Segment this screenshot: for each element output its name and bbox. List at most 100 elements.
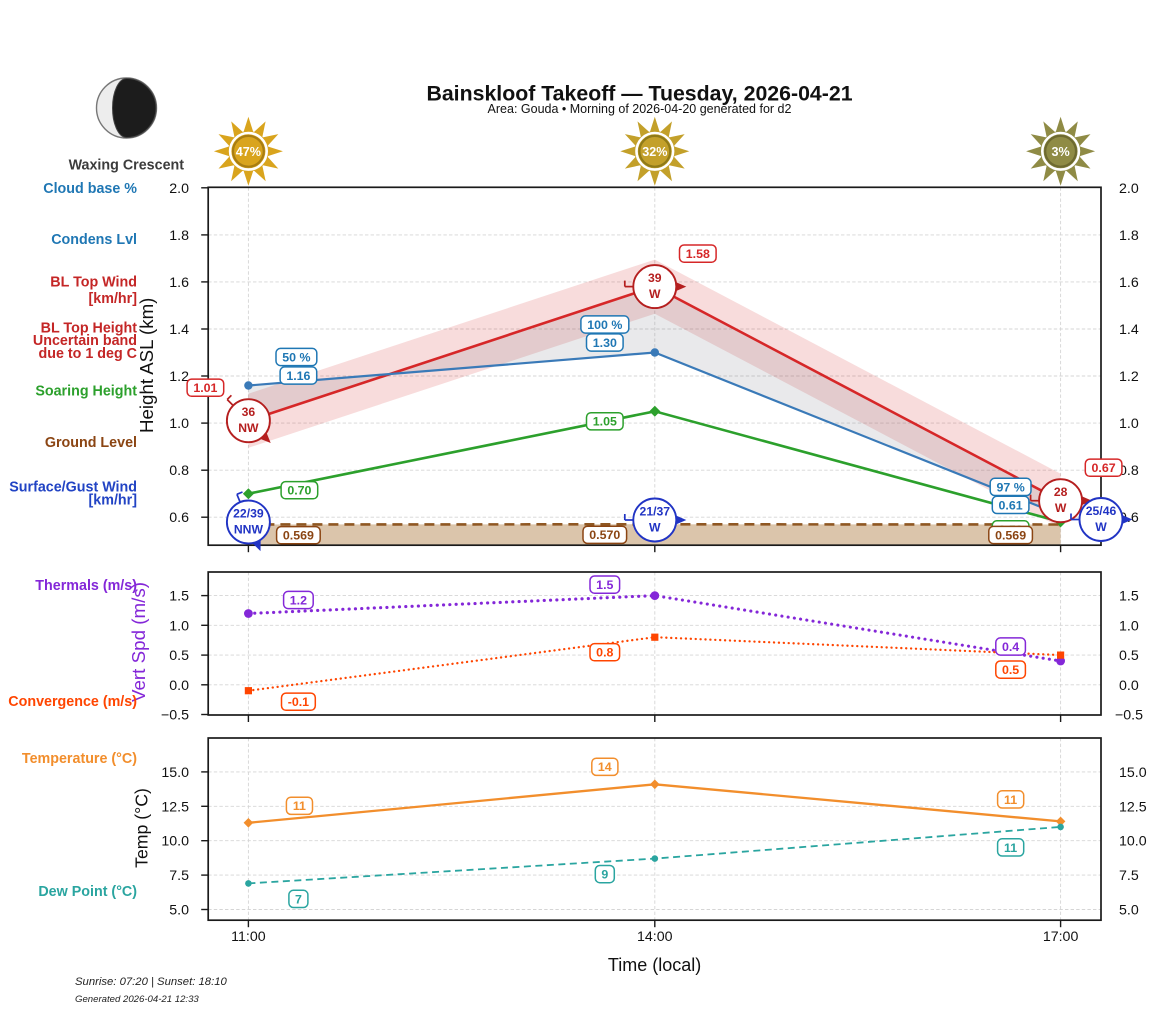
svg-text:Height ASL (km): Height ASL (km) [136, 298, 157, 433]
svg-text:W: W [649, 287, 661, 301]
svg-text:0.70: 0.70 [287, 484, 311, 498]
svg-text:7.5: 7.5 [1119, 868, 1139, 884]
svg-text:[km/hr]: [km/hr] [89, 493, 137, 509]
svg-text:Dew Point (°C): Dew Point (°C) [38, 884, 137, 900]
svg-text:Soaring Height: Soaring Height [35, 383, 137, 399]
svg-text:-0.1: -0.1 [288, 695, 309, 709]
svg-text:22/39: 22/39 [233, 506, 264, 520]
svg-text:1.5: 1.5 [1119, 589, 1139, 605]
svg-text:Temperature (°C): Temperature (°C) [22, 751, 137, 767]
svg-text:1.8: 1.8 [169, 228, 189, 244]
svg-text:1.2: 1.2 [1119, 369, 1139, 385]
svg-text:1.8: 1.8 [1119, 228, 1139, 244]
svg-text:BL Top Height: BL Top Height [41, 320, 138, 336]
svg-text:1.58: 1.58 [686, 247, 710, 261]
svg-text:0.6: 0.6 [169, 510, 189, 526]
svg-text:Ground Level: Ground Level [45, 435, 137, 451]
svg-text:15.0: 15.0 [1119, 765, 1147, 781]
svg-text:7.5: 7.5 [169, 868, 189, 884]
svg-text:47%: 47% [236, 145, 261, 159]
svg-text:12.5: 12.5 [161, 799, 189, 815]
svg-text:10.0: 10.0 [1119, 834, 1147, 850]
svg-text:0.5: 0.5 [1119, 648, 1139, 664]
svg-text:5.0: 5.0 [1119, 903, 1139, 919]
svg-text:1.4: 1.4 [1119, 322, 1139, 338]
svg-text:Temp (°C): Temp (°C) [131, 788, 151, 868]
svg-text:0.4: 0.4 [1002, 640, 1019, 654]
svg-text:Surface/Gust Wind: Surface/Gust Wind [9, 480, 137, 496]
svg-text:Convergence (m/s): Convergence (m/s) [8, 694, 137, 710]
svg-text:Uncertain band: Uncertain band [33, 333, 137, 349]
svg-text:3%: 3% [1051, 145, 1069, 159]
svg-text:0.61: 0.61 [999, 498, 1023, 512]
svg-text:2.0: 2.0 [169, 181, 189, 197]
svg-text:Condens Lvl: Condens Lvl [51, 232, 137, 248]
svg-text:Generated 2026-04-21 12:33: Generated 2026-04-21 12:33 [75, 994, 199, 1005]
svg-text:0.569: 0.569 [995, 528, 1026, 542]
svg-text:1.01: 1.01 [193, 381, 217, 395]
svg-text:1.0: 1.0 [169, 416, 189, 432]
svg-text:NW: NW [238, 421, 259, 435]
svg-text:50 %: 50 % [282, 350, 310, 364]
svg-text:1.4: 1.4 [169, 322, 189, 338]
svg-text:100 %: 100 % [587, 318, 622, 332]
svg-text:17:00: 17:00 [1043, 929, 1079, 945]
svg-text:0.5: 0.5 [1002, 663, 1019, 677]
svg-text:Cloud base %: Cloud base % [43, 181, 137, 197]
svg-text:0.5: 0.5 [169, 648, 189, 664]
svg-text:21/37: 21/37 [640, 504, 671, 518]
svg-text:12.5: 12.5 [1119, 799, 1147, 815]
svg-text:0.0: 0.0 [169, 678, 189, 694]
svg-text:39: 39 [648, 271, 662, 285]
svg-text:1.6: 1.6 [1119, 275, 1139, 291]
svg-text:W: W [1095, 520, 1107, 534]
svg-text:11: 11 [1004, 793, 1017, 807]
svg-text:36: 36 [242, 405, 256, 419]
svg-text:1.2: 1.2 [290, 593, 307, 607]
svg-text:1.0: 1.0 [1119, 618, 1139, 634]
svg-text:28: 28 [1054, 485, 1068, 499]
svg-text:32%: 32% [642, 145, 667, 159]
svg-text:Area: Gouda • Morning of 2026-: Area: Gouda • Morning of 2026-04-20 gene… [488, 102, 792, 116]
svg-text:11:00: 11:00 [231, 929, 266, 945]
svg-text:1.0: 1.0 [1119, 416, 1139, 432]
svg-text:14:00: 14:00 [637, 929, 673, 945]
svg-text:1.2: 1.2 [169, 369, 189, 385]
svg-text:Waxing Crescent: Waxing Crescent [69, 158, 185, 174]
svg-text:1.16: 1.16 [286, 369, 310, 383]
svg-text:0.8: 0.8 [169, 463, 189, 479]
svg-text:1.30: 1.30 [593, 336, 617, 350]
svg-text:−0.5: −0.5 [1115, 708, 1143, 724]
svg-text:5.0: 5.0 [169, 903, 189, 919]
svg-text:2.0: 2.0 [1119, 181, 1139, 197]
svg-text:W: W [649, 520, 661, 534]
svg-text:11: 11 [293, 799, 306, 813]
svg-text:1.05: 1.05 [593, 415, 617, 429]
svg-text:1.5: 1.5 [596, 578, 613, 592]
svg-text:25/46: 25/46 [1086, 504, 1117, 518]
svg-text:15.0: 15.0 [161, 765, 189, 781]
svg-text:97 %: 97 % [996, 480, 1024, 494]
svg-text:Sunrise: 07:20 | Sunset: 18:10: Sunrise: 07:20 | Sunset: 18:10 [75, 976, 227, 988]
svg-text:−0.5: −0.5 [161, 708, 189, 724]
svg-text:0.569: 0.569 [283, 529, 314, 543]
svg-text:1.6: 1.6 [169, 275, 189, 291]
svg-text:Time (local): Time (local) [608, 955, 701, 975]
svg-text:1.0: 1.0 [169, 618, 189, 634]
svg-text:7: 7 [295, 892, 302, 906]
svg-text:11: 11 [1004, 841, 1017, 855]
svg-text:9: 9 [601, 868, 608, 882]
svg-text:NNW: NNW [234, 522, 264, 536]
svg-text:BL Top Wind: BL Top Wind [50, 275, 137, 291]
svg-text:0.67: 0.67 [1092, 461, 1116, 475]
svg-text:0.8: 0.8 [596, 646, 613, 660]
svg-text:1.5: 1.5 [169, 589, 189, 605]
svg-text:0.570: 0.570 [589, 528, 620, 542]
svg-text:10.0: 10.0 [161, 834, 189, 850]
svg-text:W: W [1055, 501, 1067, 515]
svg-text:[km/hr]: [km/hr] [89, 291, 137, 307]
svg-text:Bainskloof Takeoff — Tuesday,: Bainskloof Takeoff — Tuesday, 2026-04-21 [426, 82, 852, 106]
svg-text:14: 14 [598, 760, 612, 774]
svg-text:0.8: 0.8 [1119, 463, 1139, 479]
svg-text:Vert Spd (m/s): Vert Spd (m/s) [128, 582, 149, 702]
